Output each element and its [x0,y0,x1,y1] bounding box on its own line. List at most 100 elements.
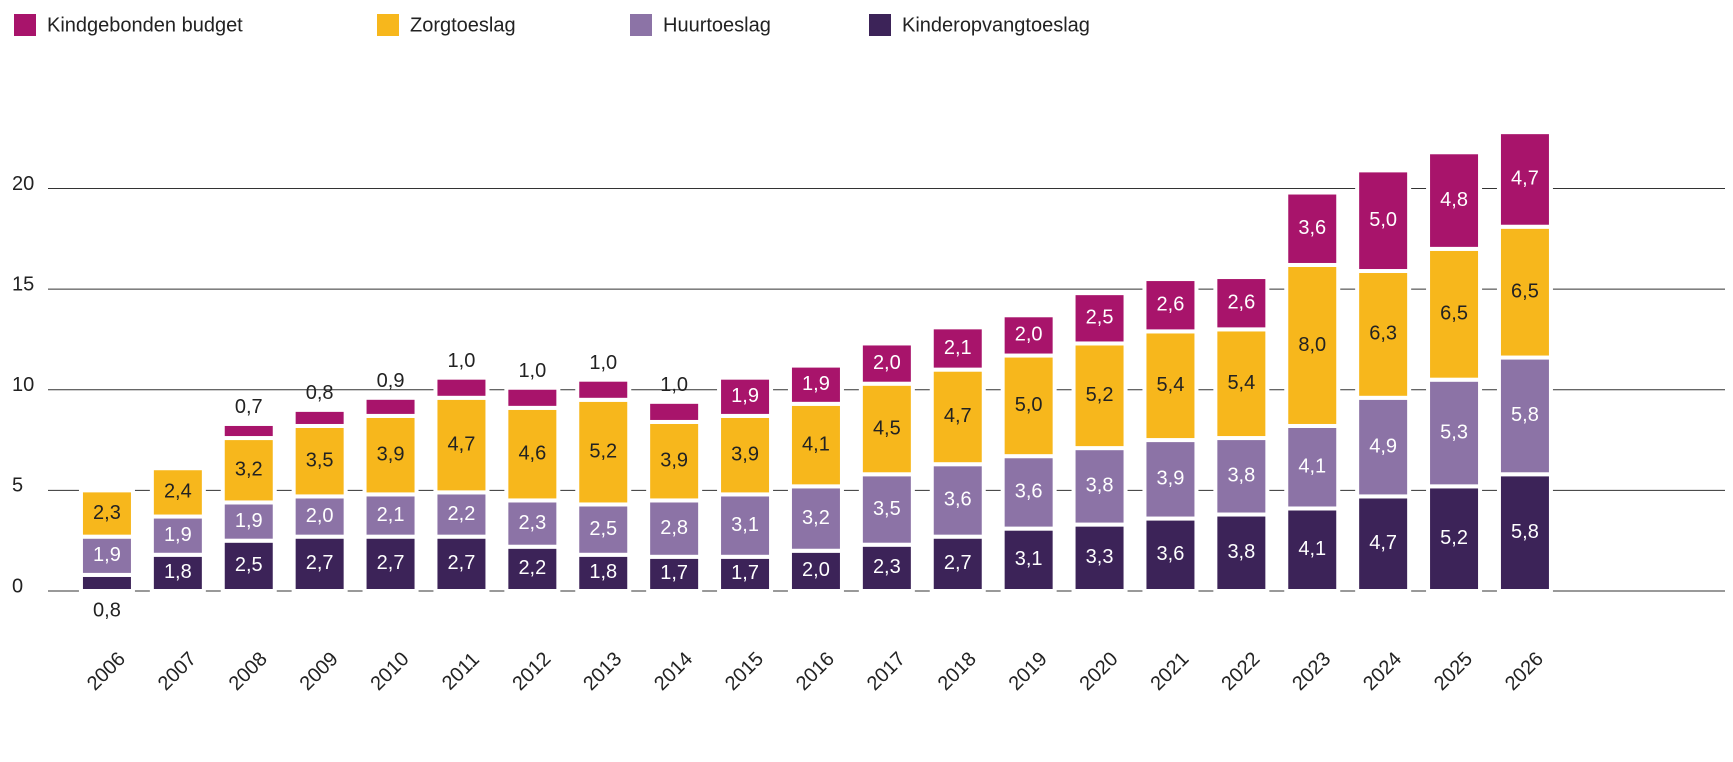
legend-swatch [14,14,36,36]
x-tick-label: 2016 [792,648,839,695]
x-tick-label: 2026 [1501,648,1548,695]
value-label: 1,0 [448,350,476,372]
bar-segment [717,413,774,497]
value-label: 1,9 [802,373,830,395]
value-label: 3,3 [1086,546,1114,568]
value-label: 3,2 [235,459,263,481]
bar-segment [1284,262,1341,428]
x-tick-label: 2022 [1217,648,1264,695]
value-label: 0,9 [377,370,405,392]
bar-segment [787,548,844,593]
bar-segment [1426,150,1483,251]
value-label: 5,4 [1157,374,1185,396]
bar-segment [575,502,632,557]
x-tick-label: 2018 [934,648,981,695]
bar-segment [1355,168,1412,274]
y-tick-label: 10 [12,374,34,396]
value-label: 1,9 [235,510,263,532]
y-tick-label: 5 [12,475,23,497]
value-label: 3,6 [944,489,972,511]
y-tick-label: 15 [12,273,34,295]
value-label: 2,6 [1227,291,1255,313]
value-label: 2,8 [660,517,688,539]
bar-segment [717,375,774,418]
x-tick-label: 2009 [296,648,343,695]
x-tick-label: 2019 [1005,648,1052,695]
value-label: 2,7 [448,552,476,574]
x-tick-label: 2023 [1288,648,1335,695]
value-label: 4,7 [1369,532,1397,554]
bar-segment [1426,484,1483,594]
value-label: 2,0 [802,559,830,581]
bar-segment [220,421,277,441]
value-label: 4,7 [1511,168,1539,190]
bar-segment [504,544,561,593]
value-label: 1,9 [93,544,121,566]
value-label: 4,1 [802,433,830,455]
bar-segment [646,399,703,424]
value-label: 5,2 [1086,384,1114,406]
value-label: 1,8 [589,561,617,583]
bar-segment [858,472,915,547]
value-label: 1,7 [731,562,759,584]
value-label: 2,1 [944,337,972,359]
bar-segment [504,405,561,503]
bar-segment [575,377,632,402]
value-label: 2,4 [164,481,192,503]
value-label: 0,8 [93,599,121,621]
x-tick-label: 2014 [650,648,697,695]
bar-segment [1355,269,1412,400]
value-label: 4,9 [1369,435,1397,457]
value-label: 3,8 [1086,475,1114,497]
bar-segment [1213,275,1270,332]
bar-segment [78,488,135,539]
bar-segment [504,498,561,549]
value-label: 6,5 [1511,280,1539,302]
y-tick-label: 0 [12,575,23,597]
bar-segment [1426,377,1483,489]
bar-segment [433,534,490,593]
value-label: 3,6 [1157,543,1185,565]
legend-swatch [377,14,399,36]
value-label: 2,7 [306,552,334,574]
value-label: 0,7 [235,396,263,418]
x-tick-label: 2006 [83,648,130,695]
legend-label: Zorgtoeslag [410,14,516,36]
value-label: 1,7 [660,562,688,584]
value-label: 2,2 [518,557,546,579]
value-label: 2,2 [448,503,476,525]
value-label: 2,0 [1015,324,1043,346]
bar-segment [1071,446,1128,527]
value-label: 2,3 [93,502,121,524]
value-label: 2,1 [377,504,405,526]
bar-segment [929,534,986,593]
value-label: 2,5 [589,518,617,540]
x-tick-label: 2012 [508,648,555,695]
value-label: 8,0 [1298,334,1326,356]
bar-segment [1496,355,1553,477]
x-tick-label: 2025 [1430,648,1477,695]
x-tick-label: 2013 [579,648,626,695]
bar-segment [787,363,844,406]
value-label: 4,8 [1440,189,1468,211]
value-label: 2,7 [377,552,405,574]
bar-segment [362,492,419,539]
bar-segment [858,381,915,477]
bar-segment [1071,291,1128,346]
value-label: 2,5 [1086,307,1114,329]
bar-segment [929,325,986,372]
bar-segment [1213,436,1270,517]
value-label: 3,6 [1015,481,1043,503]
bar-segment [1496,224,1553,360]
legend-label: Kinderopvangtoeslag [902,14,1090,36]
bar-segment [1213,512,1270,594]
x-tick-label: 2024 [1359,648,1406,695]
value-label: 4,1 [1298,538,1326,560]
legend-label: Kindgebonden budget [47,14,243,36]
bar-segment [78,572,135,594]
value-label: 3,8 [1227,541,1255,563]
value-label: 0,8 [306,382,334,404]
bar-segment [433,395,490,495]
value-label: 4,6 [518,442,546,464]
